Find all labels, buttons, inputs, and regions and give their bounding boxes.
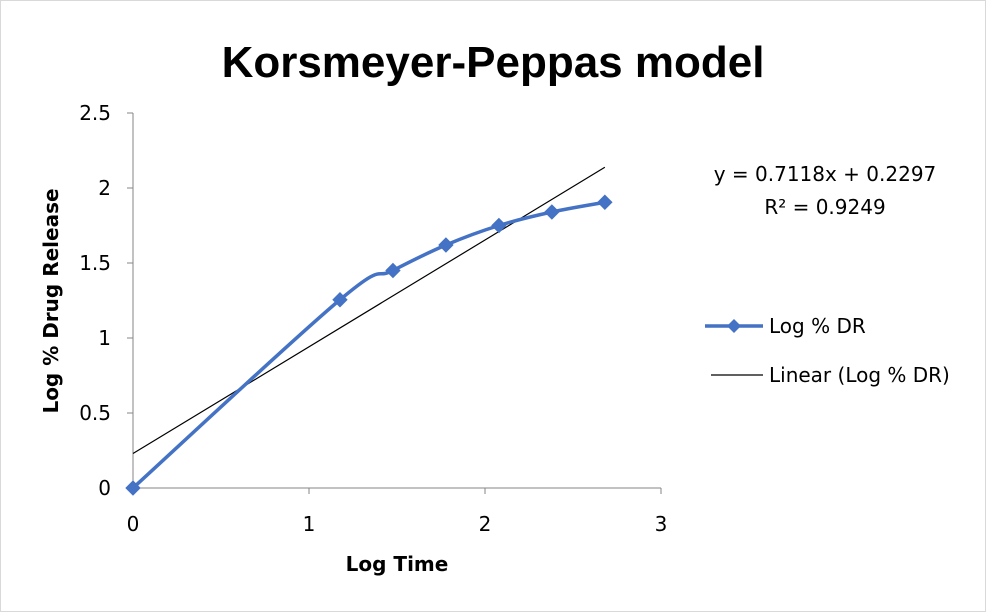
y-tick-label: 2.5	[79, 101, 111, 125]
trendline	[132, 166, 606, 455]
chart-title: Korsmeyer-Peppas model	[221, 38, 765, 87]
data-point-marker	[491, 217, 507, 234]
data-point-marker	[438, 237, 454, 253]
data-point-marker	[597, 194, 613, 210]
legend: Log % DR Linear (Log % DR)	[705, 314, 950, 387]
x-tick-label: 2	[479, 512, 492, 536]
x-tick-label: 3	[655, 512, 668, 536]
data-point-marker	[125, 480, 141, 496]
trendline-layer	[132, 166, 606, 455]
legend-label-series: Log % DR	[769, 314, 866, 338]
axes: 0 0.5 1 1.5 2 2.5 0 1 2 3	[79, 101, 667, 536]
trendline-r-squared: R² = 0.9249	[764, 195, 886, 219]
trendline-equation: y = 0.7118x + 0.2297	[713, 162, 937, 186]
y-tick-label: 2	[98, 176, 111, 200]
legend-label-trendline: Linear (Log % DR)	[769, 363, 950, 387]
legend-marker-series	[727, 319, 741, 333]
data-point-marker	[332, 292, 348, 308]
x-tick-label: 0	[127, 512, 140, 536]
data-point-marker	[544, 204, 560, 220]
y-tick-label: 1	[98, 326, 111, 350]
x-tick-label: 1	[303, 512, 316, 536]
y-axis-label: Log % Drug Release	[39, 188, 63, 413]
y-tick-label: 0	[98, 476, 111, 500]
y-tick-label: 0.5	[79, 401, 111, 425]
x-axis-label: Log Time	[346, 552, 449, 576]
series-line	[131, 200, 606, 490]
data-point-marker	[385, 262, 401, 279]
series-layer	[125, 194, 613, 496]
y-tick-label: 1.5	[79, 251, 111, 275]
